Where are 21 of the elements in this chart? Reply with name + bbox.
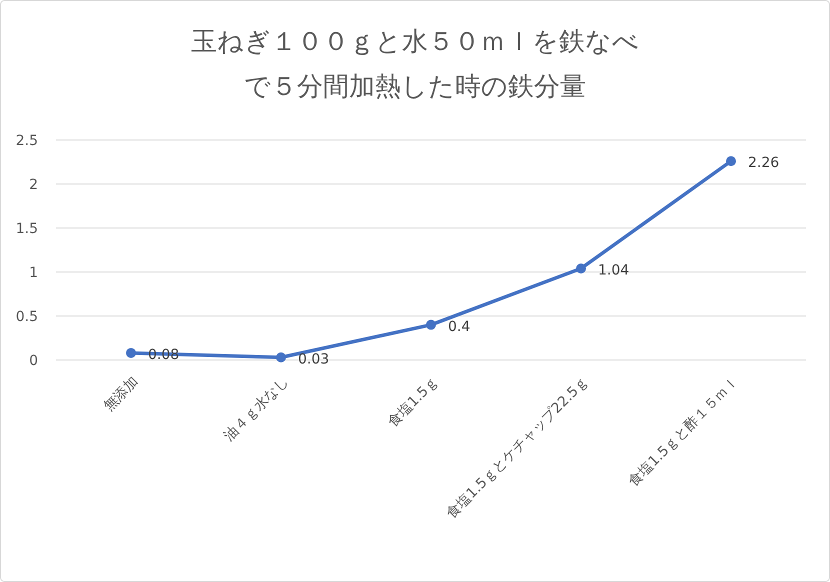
x-tick-label: 油４ｇ水なし <box>221 374 292 444</box>
x-tick-label: 食塩1.5ｇと酢１５ｍｌ <box>626 374 742 490</box>
y-tick-label: 1 <box>29 265 38 281</box>
point <box>726 156 736 166</box>
y-tick-label: 1.5 <box>16 221 38 237</box>
data-label: 2.26 <box>748 155 780 172</box>
y-tick-label: 0 <box>29 353 38 369</box>
title: 玉ねぎ１００ｇと水５０ｍｌを鉄なべで５分間加熱した時の鉄分量 <box>191 27 639 102</box>
point <box>426 320 436 330</box>
data-label: 1.04 <box>598 262 630 278</box>
y-tick-label: 0.5 <box>16 309 38 325</box>
data-label: 0.4 <box>448 318 470 335</box>
y-tick-label: 2 <box>29 177 38 193</box>
point <box>576 263 586 274</box>
x-tick-label: 無添加 <box>100 374 142 415</box>
data-label: 0.08 <box>148 346 180 363</box>
x-tick-label: 食塩1.5ｇ <box>385 374 442 430</box>
y-tick-label: 2.5 <box>16 133 38 149</box>
point <box>276 352 286 362</box>
data-label: 0.03 <box>298 351 330 368</box>
point <box>126 348 136 358</box>
